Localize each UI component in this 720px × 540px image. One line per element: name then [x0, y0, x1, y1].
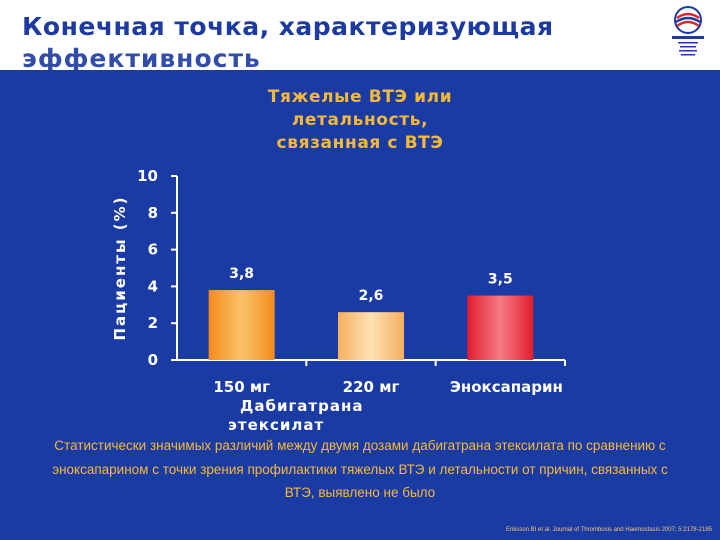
bar-3 [467, 295, 534, 360]
y-tick-label: 4 [148, 277, 158, 295]
group-label-dabigatran: Дабигатрана этексилат [228, 397, 388, 435]
y-tick-label: 8 [148, 204, 158, 222]
y-tick-label: 10 [137, 167, 158, 185]
y-tick-label: 6 [148, 241, 158, 259]
title-line-2: эффективность [22, 44, 261, 73]
conclusion-text: Статистически значимых различий между дв… [52, 438, 668, 500]
bar-value-label: 3,5 [488, 272, 513, 288]
y-tick-label: 0 [148, 351, 158, 369]
subtitle-line: летальность, [291, 110, 429, 130]
bar-2 [338, 312, 404, 360]
bar-value-label: 2,6 [359, 288, 384, 304]
x-tick-label: 220 мг [343, 378, 400, 396]
subtitle-line: Тяжелые ВТЭ или [267, 87, 453, 107]
subtitle-line: связанная с ВТЭ [276, 133, 444, 153]
bar-1 [208, 290, 275, 360]
x-tick-label: Эноксапарин [450, 378, 563, 396]
group-label-line: этексилат [228, 416, 325, 434]
group-label-line: Дабигатрана [240, 397, 364, 415]
bar-value-label: 3,8 [229, 266, 254, 282]
x-tick-label: 150 мг [213, 378, 270, 396]
company-logo-icon [672, 6, 704, 56]
content-panel [0, 70, 720, 540]
y-tick-label: 2 [148, 314, 158, 332]
title-line-1: Конечная точка, характеризующая [22, 12, 554, 41]
chart-subtitle: Тяжелые ВТЭ или летальность, связанная с… [210, 86, 510, 155]
citation: Eriksson BI et al. Journal of Thrombosis… [505, 527, 712, 533]
slide-title: Конечная точка, характеризующая [22, 10, 662, 44]
